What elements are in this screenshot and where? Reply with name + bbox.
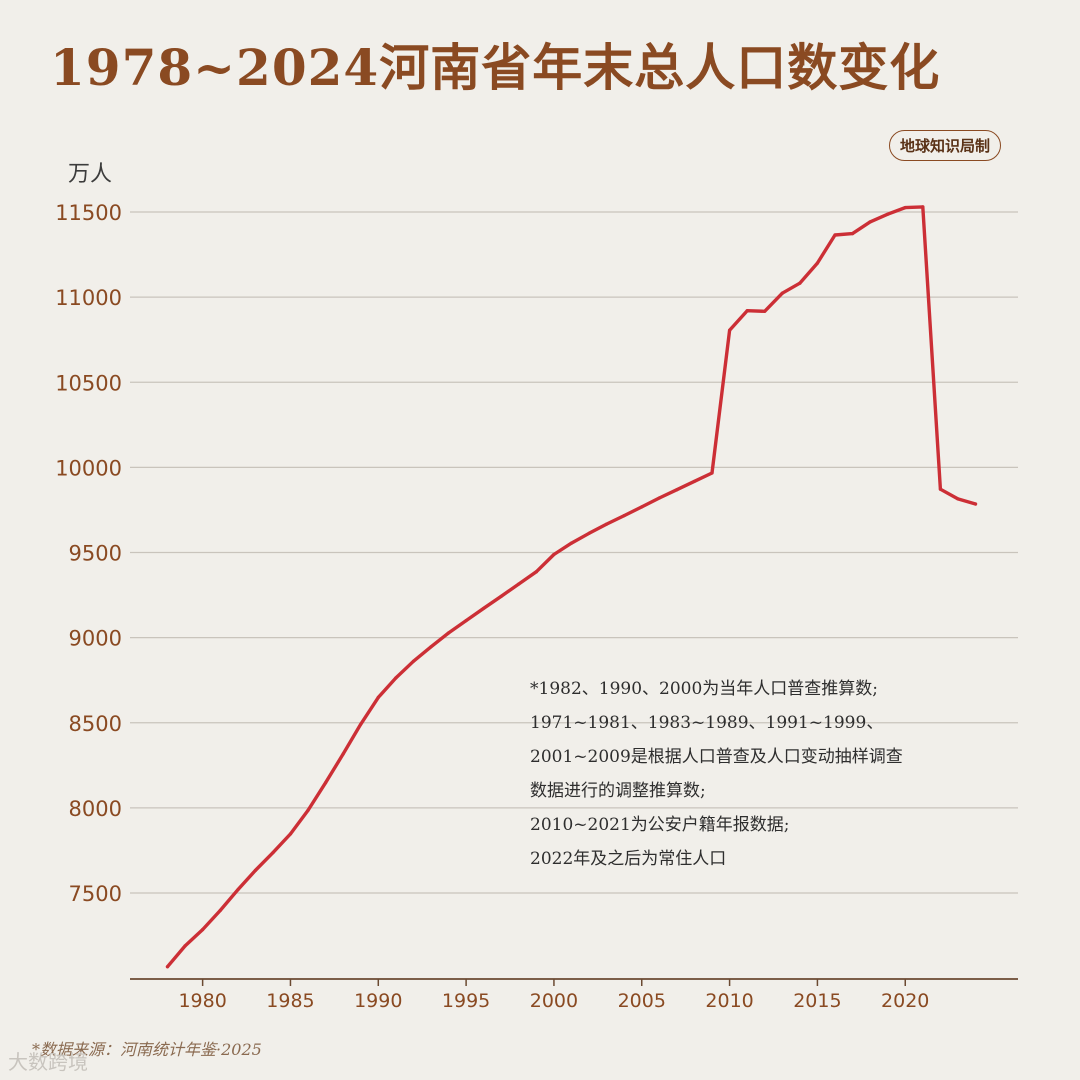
grid-lines [130, 211, 1018, 894]
note-line: 2022年及之后为常住人口 [530, 849, 727, 869]
data-point [201, 928, 205, 932]
data-point [710, 471, 714, 475]
data-point [692, 479, 697, 483]
data-point [288, 832, 293, 836]
x-tick-label: 2000 [530, 990, 578, 1012]
x-tick-label: 2015 [793, 990, 841, 1012]
data-point [622, 514, 626, 518]
x-tick-labels: 1980 1985 1990 1995 2000 2005 2010 2015 2020 [178, 979, 929, 1012]
data-point [218, 908, 222, 913]
x-tick-label: 2005 [618, 990, 666, 1012]
data-point [903, 206, 907, 210]
data-point [517, 582, 521, 586]
data-point [464, 619, 468, 623]
data-point [956, 497, 960, 501]
y-tick-label: 9000 [69, 627, 122, 651]
data-point [763, 309, 767, 313]
data-point [165, 965, 170, 969]
page-title: 1978~2024河南省年末总人口数变化 [50, 38, 941, 97]
data-point [394, 676, 398, 680]
data-point [780, 291, 784, 295]
data-point [499, 594, 503, 598]
data-point [868, 220, 872, 224]
note-line: 2001~2009是根据人口普查及人口变动抽样调查 [530, 747, 903, 767]
data-point [973, 502, 978, 506]
note-line: *1982、1990、2000为当年人口普查推算数; [530, 679, 879, 699]
credit-badge: 地球知识局制 [889, 130, 1002, 161]
series-group [165, 205, 978, 969]
data-point [921, 205, 925, 209]
y-tick-label: 9500 [69, 542, 122, 566]
data-point [359, 722, 363, 726]
data-point [938, 487, 943, 491]
note-line: 数据进行的调整推算数; [530, 781, 706, 801]
data-point [306, 808, 310, 813]
y-axis-unit-label: 万人 [68, 162, 113, 187]
y-tick-label: 11500 [55, 201, 122, 225]
data-point [675, 488, 679, 492]
data-point [833, 233, 837, 237]
y-tick-label: 10000 [55, 456, 122, 480]
y-tick-label: 11000 [55, 286, 122, 310]
y-tick-label: 8500 [69, 712, 122, 736]
data-point [728, 328, 732, 332]
data-point [745, 309, 749, 313]
data-point [569, 541, 574, 545]
note-line: 2010~2021为公安户籍年报数据; [530, 815, 790, 835]
note-line: 1971~1981、1983~1989、1991~1999、 [530, 713, 884, 733]
data-point [552, 552, 556, 557]
data-point [605, 522, 609, 526]
y-tick-label: 10500 [55, 371, 122, 395]
data-point [271, 851, 275, 855]
x-tick-label: 1995 [442, 990, 490, 1012]
data-point [341, 752, 345, 756]
data-point [798, 281, 802, 285]
footer-logo: 大数跨境 [8, 1050, 88, 1074]
data-point [236, 888, 240, 892]
data-point [815, 261, 820, 265]
x-tick-label: 1985 [266, 990, 314, 1012]
data-point [183, 944, 187, 948]
y-tick-labels: 7500 8000 8500 9000 9500 10000 10500 11000 11500 [55, 201, 122, 906]
y-tick-label: 8000 [69, 797, 122, 821]
data-point [850, 232, 855, 236]
data-point [534, 570, 539, 574]
data-point [587, 531, 591, 535]
data-point [482, 606, 486, 610]
y-tick-label: 7500 [69, 882, 122, 906]
x-tick-label: 1990 [354, 990, 402, 1012]
data-point [376, 695, 380, 700]
chart-notes: *1982、1990、2000为当年人口普查推算数; 1971~1981、198… [530, 672, 903, 876]
data-point [657, 496, 661, 500]
data-point [253, 868, 257, 873]
data-point [411, 659, 415, 663]
x-tick-label: 2010 [705, 990, 753, 1012]
x-tick-label: 1980 [178, 990, 226, 1012]
data-point [429, 645, 433, 649]
data-point [324, 781, 328, 785]
x-tick-label: 2020 [881, 990, 929, 1012]
data-source: *数据来源：河南统计年鉴·2025 [32, 1040, 262, 1059]
data-point [640, 505, 644, 509]
data-point [446, 631, 451, 635]
data-point [886, 212, 890, 216]
